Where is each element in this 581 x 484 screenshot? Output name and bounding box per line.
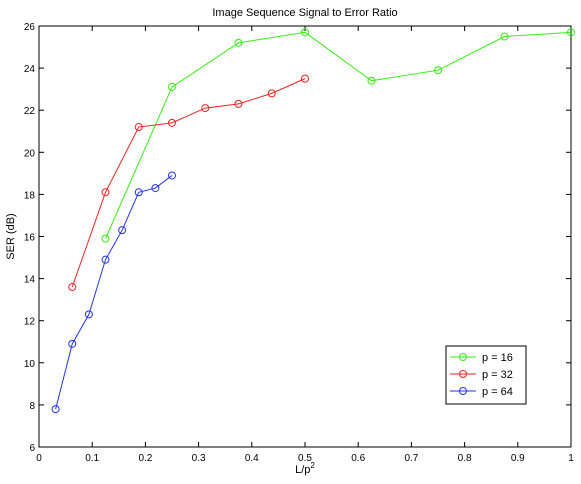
- data-point: [367, 76, 376, 85]
- legend-item: p = 16: [450, 352, 513, 364]
- data-point: [168, 118, 176, 127]
- legend-marker: [459, 387, 467, 395]
- legend-marker: [459, 353, 467, 361]
- y-axis: 6 8 10 12 14 16 18 20 22 24 26: [24, 22, 571, 454]
- data-point: [434, 66, 442, 75]
- x-tick-label: 1: [568, 453, 574, 464]
- x-tick-label: 0.4: [245, 453, 259, 464]
- series-line: [71, 78, 306, 288]
- legend-label: p = 64: [482, 386, 513, 398]
- data-point: [84, 310, 93, 319]
- legend: p = 16 p = 32 p = 64: [445, 345, 527, 405]
- y-tick-label: 26: [24, 22, 36, 33]
- y-tick-label: 22: [24, 106, 36, 117]
- data-point: [567, 28, 575, 37]
- x-tick-label: 0: [36, 453, 42, 464]
- series-line: [105, 31, 572, 239]
- x-tick-label: 0.1: [85, 453, 99, 464]
- data-point: [301, 28, 309, 37]
- legend-label: p = 32: [482, 369, 513, 381]
- data-point: [267, 89, 276, 98]
- x-tick-label: 0.9: [511, 453, 525, 464]
- data-point: [134, 188, 143, 197]
- y-tick-label: 6: [29, 443, 35, 454]
- series-3: [51, 171, 176, 414]
- y-tick-label: 24: [24, 64, 36, 75]
- y-tick-label: 18: [24, 190, 36, 201]
- x-axis-label-base: L/p: [295, 464, 310, 476]
- x-tick-label: 0.6: [351, 453, 365, 464]
- data-point: [234, 38, 243, 47]
- y-tick-label: 16: [24, 233, 36, 244]
- series-1: [101, 28, 575, 243]
- data-point: [168, 171, 176, 180]
- x-axis-label: L/p2: [295, 461, 315, 476]
- y-tick-label: 8: [29, 401, 35, 412]
- legend-item: p = 32: [450, 369, 513, 381]
- legend-item: p = 64: [450, 386, 513, 398]
- data-point: [301, 74, 309, 83]
- y-axis-label: SER (dB): [5, 213, 17, 259]
- x-tick-label: 0.8: [458, 453, 472, 464]
- data-point: [101, 234, 110, 243]
- data-point: [134, 123, 143, 132]
- data-point: [500, 32, 509, 41]
- x-tick-label: 0.7: [404, 453, 418, 464]
- data-point: [68, 283, 77, 292]
- data-point: [101, 188, 110, 197]
- y-tick-label: 20: [24, 148, 36, 159]
- data-point: [168, 83, 176, 92]
- x-tick-label: 0.3: [192, 453, 206, 464]
- x-axis: 0 0.1 0.2 0.3 0.4 0.5 0.6 0.7 0.8 0.9 1: [36, 26, 574, 464]
- x-tick-label: 0.5: [298, 453, 312, 464]
- data-point: [118, 226, 127, 235]
- data-point: [234, 99, 243, 108]
- chart-title: Image Sequence Signal to Error Ratio: [212, 7, 397, 19]
- legend-marker: [459, 370, 467, 378]
- data-point: [51, 405, 60, 414]
- data-point: [151, 184, 160, 193]
- y-tick-label: 14: [24, 275, 36, 286]
- legend-label: p = 16: [482, 352, 513, 364]
- data-point: [101, 255, 110, 264]
- y-tick-label: 10: [24, 359, 36, 370]
- data-point: [201, 104, 210, 113]
- series-2: [68, 74, 309, 292]
- y-tick-label: 12: [24, 317, 36, 328]
- x-tick-label: 0.2: [138, 453, 152, 464]
- x-axis-label-superscript: 2: [310, 461, 315, 470]
- series-line: [55, 175, 173, 410]
- series-layer: [51, 28, 575, 414]
- data-point: [68, 339, 77, 348]
